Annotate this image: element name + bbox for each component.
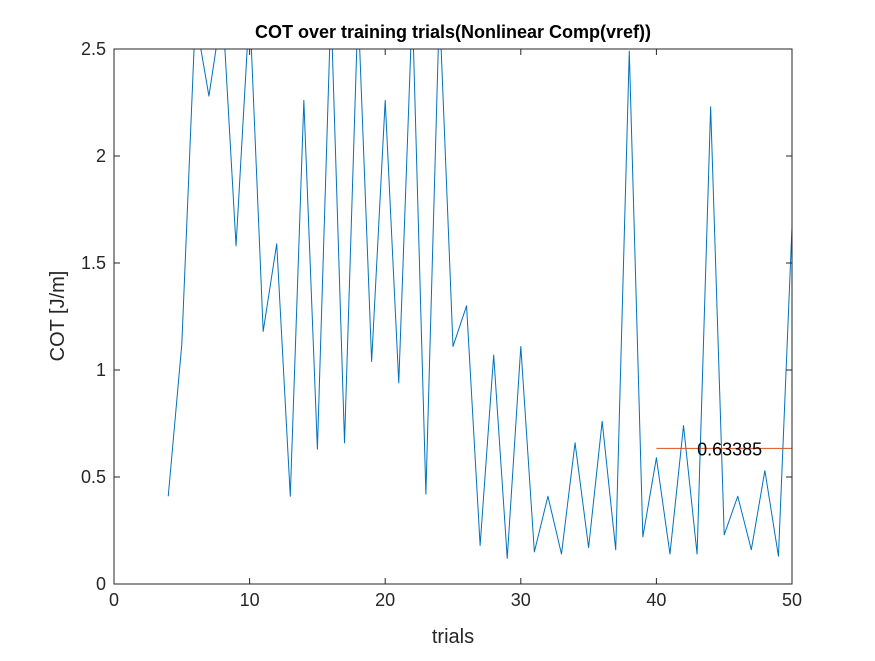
plot-area (114, 49, 792, 584)
y-tick-label: 2 (96, 146, 106, 166)
plot-frame (113, 48, 793, 585)
y-tick-label: 2.5 (81, 39, 106, 59)
x-tick-label: 0 (109, 590, 119, 610)
x-tick-label: 10 (240, 590, 260, 610)
y-tick-label: 0.5 (81, 467, 106, 487)
mean-value-label: 0.63385 (697, 439, 762, 459)
y-axis-label: COT [J/m] (47, 271, 69, 362)
cot-series-line (167, 49, 792, 559)
y-tick-label: 1 (96, 360, 106, 380)
y-tick-label: 1.5 (81, 253, 106, 273)
chart-title: COT over training trials(Nonlinear Comp(… (255, 22, 651, 42)
x-tick-label: 30 (511, 590, 531, 610)
x-tick-label: 40 (646, 590, 666, 610)
x-axis-label: trials (432, 626, 474, 648)
x-tick-label: 20 (375, 590, 395, 610)
x-tick-label: 50 (782, 590, 802, 610)
y-tick-label: 0 (96, 574, 106, 594)
